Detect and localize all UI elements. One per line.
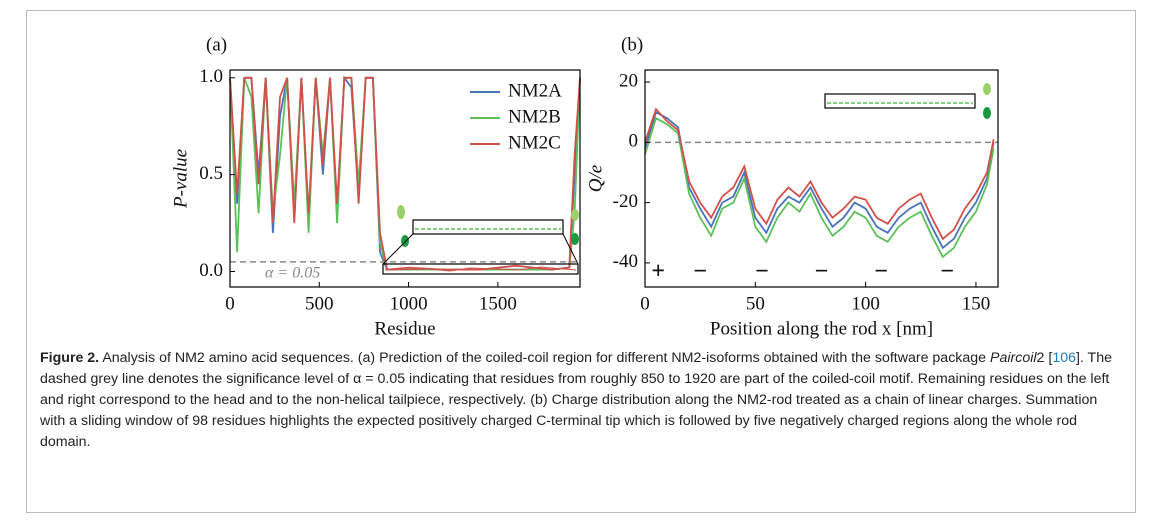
- charge-sign: −: [755, 259, 769, 285]
- y-tick-label: 0.5: [199, 163, 223, 184]
- inset-connector: [562, 233, 579, 265]
- charge-sign: −: [940, 259, 954, 285]
- inset-head: [397, 205, 405, 219]
- inset-head: [571, 233, 579, 245]
- x-tick-label: 500: [305, 293, 334, 314]
- y-tick-label: -20: [613, 191, 638, 212]
- caption-label: Figure 2.: [40, 350, 100, 366]
- charge-sign: −: [693, 259, 707, 285]
- x-tick-label: 1000: [390, 293, 428, 314]
- panel-label: (a): [206, 34, 227, 55]
- y-tick-label: 1.0: [199, 66, 223, 87]
- x-tick-label: 150: [962, 293, 991, 314]
- x-tick-label: 50: [746, 293, 765, 314]
- x-tick-label: 0: [640, 293, 650, 314]
- x-tick-label: 0: [225, 293, 235, 314]
- inset-head: [983, 83, 991, 95]
- inset-head: [571, 209, 579, 221]
- inset-zoom-line: [384, 266, 577, 272]
- y-tick-label: 20: [619, 70, 638, 91]
- charge-sign: +: [651, 259, 665, 285]
- caption: Figure 2. Analysis of NM2 amino acid seq…: [40, 348, 1125, 453]
- panel-label: (b): [621, 34, 643, 55]
- inset-box: [412, 219, 564, 235]
- inset-zoom: [382, 263, 579, 275]
- inset-head: [983, 107, 991, 119]
- axes-frame: [229, 69, 581, 288]
- data-line: [644, 107, 995, 241]
- y-tick-label: -40: [613, 251, 638, 272]
- y-tick-label: 0: [629, 131, 639, 152]
- caption-text: Analysis of NM2 amino acid sequences. (a…: [102, 350, 990, 366]
- data-line: [644, 110, 995, 250]
- charge-sign: −: [874, 259, 888, 285]
- y-axis-label: Q/e: [585, 165, 606, 192]
- data-line: [229, 76, 581, 271]
- legend-label: NM2A: [508, 80, 562, 101]
- legend-label: NM2C: [508, 132, 561, 153]
- y-tick-label: 0.0: [199, 260, 223, 281]
- charge-sign: −: [815, 259, 829, 285]
- legend-label: NM2B: [508, 106, 561, 127]
- figure: (a)α = 0.050 500 1000 15000.00.51.0ResidueP…: [170, 34, 999, 339]
- inset-box: [824, 93, 976, 109]
- x-axis-label: Residue: [374, 318, 435, 339]
- caption-text: 2 [: [1036, 350, 1053, 366]
- figure-frame: [26, 10, 1136, 513]
- inset-connector: [382, 233, 414, 265]
- y-axis-label: P-value: [170, 149, 191, 209]
- x-axis-label: Position along the rod x [nm]: [710, 318, 933, 339]
- axes-frame: [644, 69, 999, 288]
- x-tick-label: 1500: [479, 293, 517, 314]
- caption-ref[interactable]: 106: [1052, 350, 1076, 366]
- caption-text: ]. The dashed grey line denotes the sign…: [40, 350, 1113, 450]
- reference-label: α = 0.05: [265, 264, 320, 281]
- data-line: [644, 116, 995, 259]
- x-tick-label: 100: [851, 293, 880, 314]
- caption-text: Paircoil: [990, 350, 1037, 366]
